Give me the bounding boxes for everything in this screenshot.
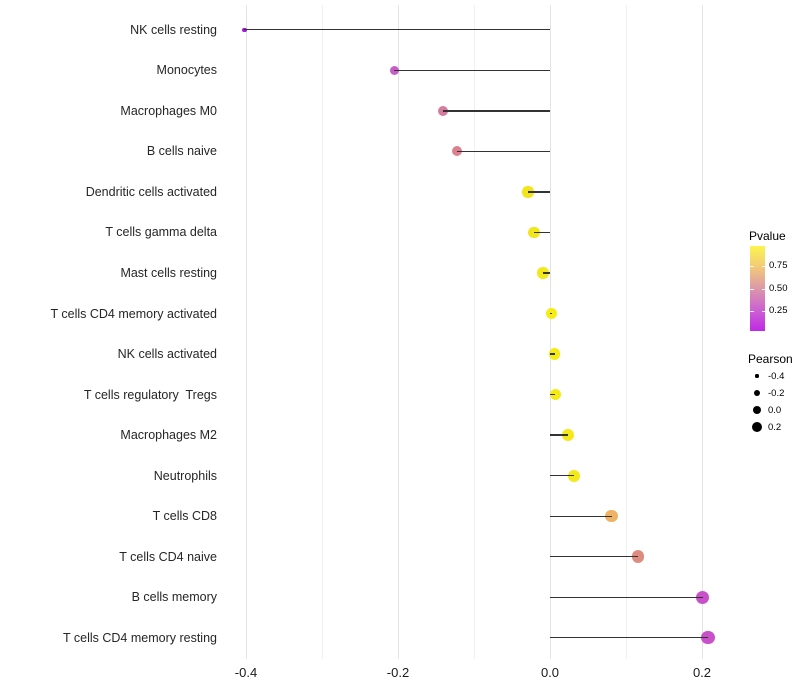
lollipop-dot xyxy=(562,429,575,441)
y-axis-label: T cells CD8 xyxy=(152,509,217,524)
gridline-major xyxy=(549,5,551,659)
pvalue-bar-tick xyxy=(761,311,765,313)
y-axis-label: T cells CD4 memory resting xyxy=(63,630,217,645)
lollipop-stem xyxy=(394,69,550,71)
gridline-minor xyxy=(473,5,475,659)
lollipop-stem xyxy=(550,515,612,517)
pvalue-bar-tick xyxy=(761,265,765,267)
y-axis-label: NK cells resting xyxy=(130,22,217,37)
lollipop-dot xyxy=(605,509,618,523)
lollipop-stem xyxy=(550,353,555,355)
pvalue-bar-tick xyxy=(750,311,754,313)
pvalue-gradient-bar xyxy=(750,246,765,331)
pearson-legend-label: -0.2 xyxy=(768,387,785,399)
pvalue-tick-label: 0.50 xyxy=(769,282,788,294)
y-axis-label: T cells gamma delta xyxy=(105,225,217,240)
pearson-legend-label: 0.2 xyxy=(768,421,782,433)
y-axis-label: Monocytes xyxy=(156,63,217,78)
gridline-minor xyxy=(625,5,627,659)
lollipop-stem xyxy=(550,596,703,598)
pearson-legend-label: -0.4 xyxy=(768,370,785,382)
y-axis-label: T cells CD4 naive xyxy=(119,549,217,564)
lollipop-stem xyxy=(543,272,550,274)
y-axis-label: T cells CD4 memory activated xyxy=(50,306,218,321)
lollipop-stem xyxy=(527,191,550,193)
x-axis-tick-label: -0.2 xyxy=(386,665,410,680)
pvalue-legend-title: Pvalue xyxy=(749,229,786,243)
pearson-legend-dot xyxy=(753,389,761,397)
y-axis-label: Dendritic cells activated xyxy=(85,184,217,199)
lollipop-stem xyxy=(550,556,639,558)
lollipop-stem xyxy=(550,434,569,436)
pvalue-tick-label: 0.25 xyxy=(769,305,788,317)
lollipop-stem xyxy=(244,29,550,31)
y-axis-label: NK cells activated xyxy=(117,347,217,362)
y-axis-label: Neutrophils xyxy=(153,468,217,483)
pearson-legend-dot xyxy=(752,422,762,432)
lollipop-dot xyxy=(548,348,561,360)
lollipop-stem xyxy=(550,312,552,315)
gridline-minor xyxy=(321,5,323,659)
pvalue-tick-label: 0.75 xyxy=(769,259,788,271)
y-axis-label: B cells naive xyxy=(146,144,217,159)
y-axis-label: Macrophages M0 xyxy=(120,103,217,118)
pvalue-bar-tick xyxy=(750,265,754,267)
pearson-legend-dot xyxy=(755,374,759,378)
y-axis-label: Macrophages M2 xyxy=(120,428,217,443)
y-axis-label: B cells memory xyxy=(131,590,217,605)
lollipop-stem xyxy=(534,231,550,234)
pvalue-bar-tick xyxy=(750,288,754,290)
lollipop-dot xyxy=(696,590,710,604)
lollipop-stem xyxy=(457,150,550,153)
lollipop-stem xyxy=(442,110,550,112)
gridline-major xyxy=(397,5,399,659)
x-axis-tick-label: -0.4 xyxy=(234,665,258,680)
lollipop-stem xyxy=(550,393,556,396)
pearson-legend-title: Pearson xyxy=(748,352,793,366)
lollipop-stem xyxy=(550,474,575,477)
x-axis-tick-label: 0.2 xyxy=(692,665,712,680)
lollipop-stem xyxy=(550,637,709,639)
x-axis-tick-label: 0.0 xyxy=(540,665,560,680)
pearson-legend-dot xyxy=(752,405,762,415)
y-axis-label: T cells regulatory Tregs xyxy=(83,387,217,402)
pearson-legend-label: 0.0 xyxy=(768,404,782,416)
gridline-major xyxy=(701,5,703,659)
y-axis-label: Mast cells resting xyxy=(120,265,217,280)
pvalue-bar-tick xyxy=(761,288,765,290)
gridline-major xyxy=(245,5,247,659)
